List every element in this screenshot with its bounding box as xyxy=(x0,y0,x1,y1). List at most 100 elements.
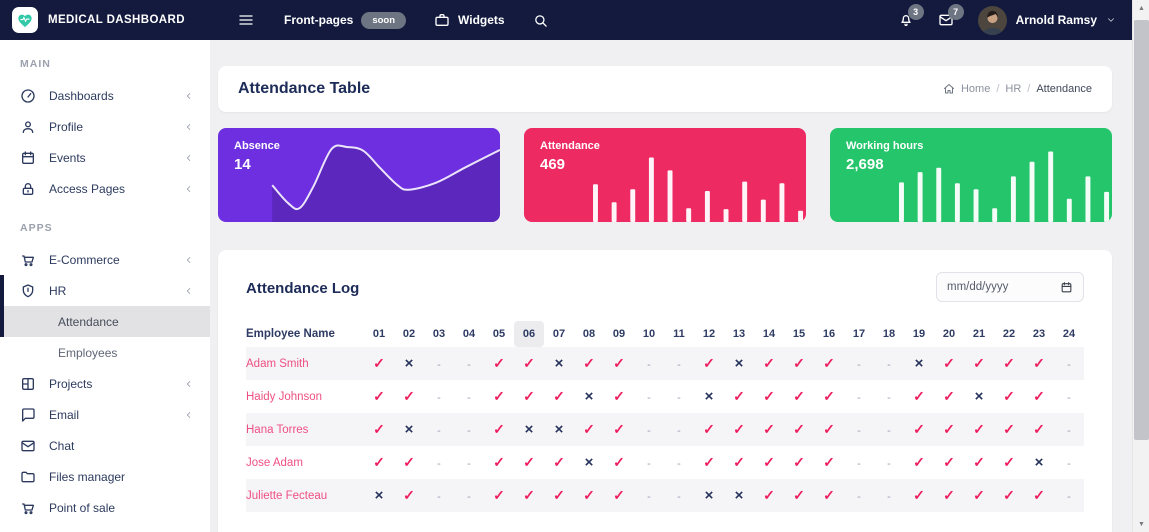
sidebar-subitem-employees[interactable]: Employees xyxy=(0,337,210,368)
column-header-day-22: 22 xyxy=(1002,328,1016,340)
sidebar-item-files-manager[interactable]: Files manager xyxy=(0,461,210,492)
user-name: Arnold Ramsy xyxy=(1015,13,1097,27)
mark-present: ✓ xyxy=(583,355,595,371)
mark-present: ✓ xyxy=(943,421,955,437)
sidebar-item-events[interactable]: Events xyxy=(0,142,210,173)
mark-absent: × xyxy=(554,355,564,372)
mark-present: ✓ xyxy=(733,454,745,470)
mail-icon xyxy=(938,12,954,28)
messages-button[interactable]: 7 xyxy=(938,4,964,28)
folder-icon xyxy=(20,469,36,485)
chevron-left-icon xyxy=(184,379,194,389)
mark-present: ✓ xyxy=(763,421,775,437)
column-header-day-24: 24 xyxy=(1062,328,1076,340)
nav-link-front-pages[interactable]: Front-pages soon xyxy=(284,11,407,29)
mark-none: - xyxy=(1067,490,1071,503)
sparkline-chart xyxy=(271,144,500,222)
breadcrumb: Home / HR / Attendance xyxy=(943,83,1092,95)
chat-bubble-icon xyxy=(20,407,36,423)
column-header-day-19: 19 xyxy=(912,328,926,340)
mark-present: ✓ xyxy=(373,421,385,437)
cart-icon xyxy=(20,252,36,268)
calendar-icon xyxy=(1060,281,1073,294)
sidebar-nav: MAIN Dashboards Profile Events Access Pages A… xyxy=(0,40,210,523)
mark-present: ✓ xyxy=(373,388,385,404)
column-header-day-21: 21 xyxy=(972,328,986,340)
mark-present: ✓ xyxy=(1003,487,1015,503)
scroll-up-arrow[interactable]: ▲ xyxy=(1138,4,1145,12)
brand-title: MEDICAL DASHBOARD xyxy=(48,14,185,26)
mark-present: ✓ xyxy=(703,421,715,437)
hamburger-menu-icon[interactable] xyxy=(238,12,254,28)
stat-label: Working hours xyxy=(846,140,924,152)
bar-chart xyxy=(899,151,1110,222)
date-picker-input[interactable]: mm/dd/yyyy xyxy=(936,272,1084,302)
mark-present: ✓ xyxy=(523,487,535,503)
mark-absent: × xyxy=(704,487,714,504)
notifications-button[interactable]: 3 xyxy=(898,4,924,28)
column-header-day-23: 23 xyxy=(1032,328,1046,340)
mark-none: - xyxy=(857,391,861,404)
sidebar-item-label: Point of sale xyxy=(49,500,116,515)
sidebar-subitem-label: Attendance xyxy=(58,314,119,329)
mark-present: ✓ xyxy=(1033,355,1045,371)
sidebar-item-hr[interactable]: HR xyxy=(0,275,210,306)
breadcrumb-item-hr[interactable]: HR xyxy=(1005,83,1022,95)
column-header-day-12: 12 xyxy=(702,328,716,340)
sidebar-item-profile[interactable]: Profile xyxy=(0,111,210,142)
mark-present: ✓ xyxy=(613,355,625,371)
mark-none: - xyxy=(647,358,651,371)
mark-present: ✓ xyxy=(973,421,985,437)
mark-none: - xyxy=(887,424,891,437)
mark-present: ✓ xyxy=(493,421,505,437)
mark-present: ✓ xyxy=(703,355,715,371)
chevron-left-icon xyxy=(184,91,194,101)
sidebar-item-projects[interactable]: Projects xyxy=(0,368,210,399)
sidebar-subitem-attendance[interactable]: Attendance xyxy=(0,306,210,337)
mark-present: ✓ xyxy=(493,487,505,503)
stat-value: 2,698 xyxy=(846,155,884,173)
sidebar-item-point-of-sale[interactable]: Point of sale xyxy=(0,492,210,523)
mark-present: ✓ xyxy=(553,388,565,404)
sidebar-item-dashboards[interactable]: Dashboards xyxy=(0,80,210,111)
notification-count-badge: 3 xyxy=(907,4,924,20)
search-icon[interactable] xyxy=(533,13,548,28)
briefcase-icon xyxy=(434,12,450,28)
mark-present: ✓ xyxy=(1003,454,1015,470)
employee-name: Haidy Johnson xyxy=(246,390,323,403)
mark-none: - xyxy=(677,490,681,503)
user-menu[interactable]: Arnold Ramsy xyxy=(977,5,1116,35)
column-header-day-08: 08 xyxy=(582,328,596,340)
sidebar-item-label: Projects xyxy=(49,376,93,391)
sidebar-item-label: Dashboards xyxy=(49,88,114,103)
scroll-down-arrow[interactable]: ▼ xyxy=(1138,520,1145,528)
mark-present: ✓ xyxy=(913,421,925,437)
column-header-day-20: 20 xyxy=(942,328,956,340)
chevron-down-icon xyxy=(1106,15,1116,25)
mark-present: ✓ xyxy=(703,454,715,470)
avatar xyxy=(977,5,1007,35)
navbar-right: 3 7 Arnold Ramsy xyxy=(898,4,1132,35)
date-placeholder: mm/dd/yyyy xyxy=(947,281,1009,293)
mark-present: ✓ xyxy=(1003,355,1015,371)
scrollbar-thumb[interactable] xyxy=(1134,20,1149,440)
main-content: Attendance Table Home / HR / Attendance Abse… xyxy=(210,40,1132,532)
employee-name: Adam Smith xyxy=(246,357,309,370)
mark-absent: × xyxy=(974,388,984,405)
nav-link-widgets[interactable]: Widgets xyxy=(434,12,505,28)
brand[interactable]: MEDICAL DASHBOARD xyxy=(0,7,222,33)
mark-none: - xyxy=(887,457,891,470)
mark-present: ✓ xyxy=(823,355,835,371)
table-row-jose-adam: Jose Adam ✓ ✓ - - ✓ ✓ ✓ × ✓ - - ✓ ✓ ✓ ✓ ✓ - - ✓ ✓ ✓ ✓ × - xyxy=(246,446,1084,479)
attendance-log-card: Attendance Log mm/dd/yyyy Employee Name 0… xyxy=(218,250,1112,532)
sidebar-item-access-pages[interactable]: Access Pages xyxy=(0,173,210,204)
sidebar-item-label: Access Pages xyxy=(49,181,126,196)
column-header-day-04: 04 xyxy=(462,328,476,340)
vertical-scrollbar[interactable]: ▲ ▼ xyxy=(1132,0,1149,532)
sidebar-item-email[interactable]: Email xyxy=(0,399,210,430)
sidebar-item-e-commerce[interactable]: E-Commerce xyxy=(0,244,210,275)
breadcrumb-item-home[interactable]: Home xyxy=(960,83,991,95)
column-header-day-16: 16 xyxy=(822,328,836,340)
sidebar-item-chat[interactable]: Chat xyxy=(0,430,210,461)
mark-none: - xyxy=(677,457,681,470)
